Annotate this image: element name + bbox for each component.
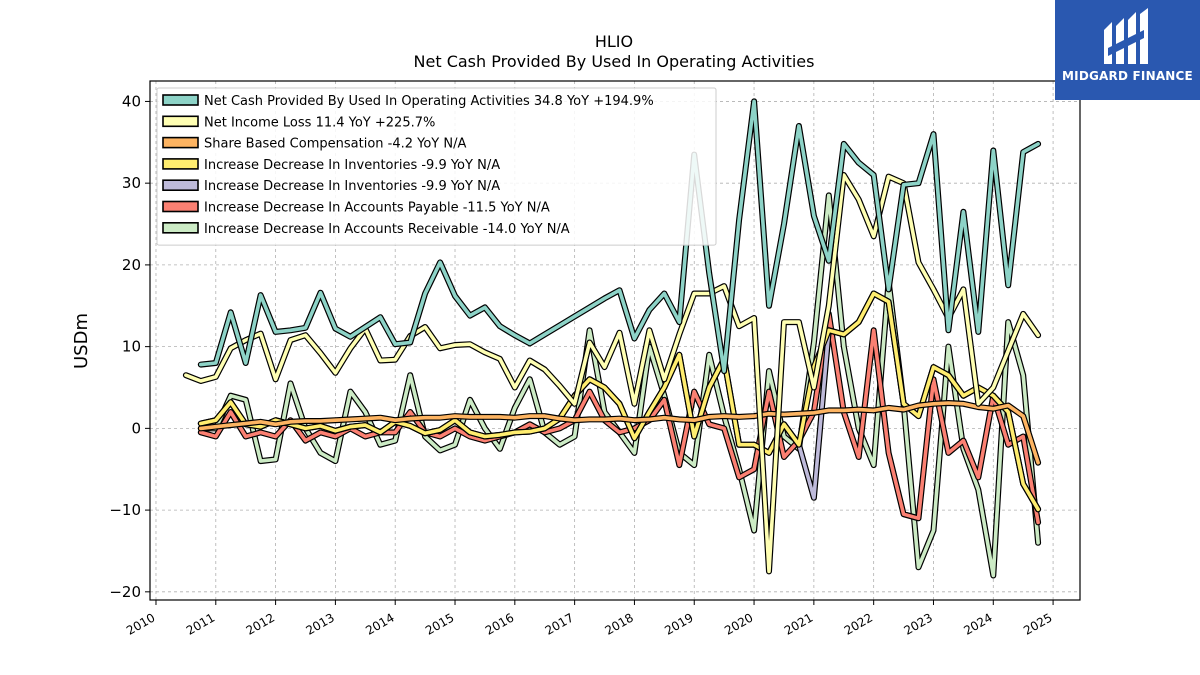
series-layer bbox=[182, 98, 1042, 579]
series-line-stroke bbox=[199, 99, 1040, 373]
logo-mark-icon bbox=[1104, 8, 1148, 64]
legend-swatch bbox=[162, 200, 199, 213]
legend-entry: Net Cash Provided By Used In Operating A… bbox=[204, 94, 654, 109]
chart-subtitle: Net Cash Provided By Used In Operating A… bbox=[414, 52, 815, 71]
y-axis-label: USDm bbox=[71, 313, 92, 369]
y-tick-label: −10 bbox=[109, 501, 141, 519]
series-line-stroke bbox=[184, 173, 1040, 574]
brand-name: MIDGARD FINANCE bbox=[1062, 69, 1193, 83]
series-line bbox=[197, 400, 1042, 466]
y-tick-label: 10 bbox=[122, 338, 141, 356]
x-tick-label: 2011 bbox=[184, 610, 217, 637]
x-tick-label: 2025 bbox=[1021, 610, 1054, 637]
y-tick-label: 0 bbox=[131, 419, 141, 437]
series-line-stroke bbox=[199, 312, 1040, 525]
legend-entry: Share Based Compensation -4.2 YoY N/A bbox=[204, 137, 466, 152]
x-tick-label: 2017 bbox=[543, 610, 576, 637]
y-tick-label: 30 bbox=[122, 174, 141, 192]
x-tick-label: 2018 bbox=[602, 610, 635, 637]
legend: Net Cash Provided By Used In Operating A… bbox=[156, 87, 717, 246]
legend-entry: Increase Decrease In Accounts Receivable… bbox=[204, 222, 570, 237]
x-tick-label: 2015 bbox=[423, 610, 456, 637]
y-tick-label: 20 bbox=[122, 256, 141, 274]
midgard-finance-logo: MIDGARD FINANCE bbox=[1055, 0, 1200, 100]
legend-swatch bbox=[162, 94, 199, 106]
series-line bbox=[182, 172, 1042, 575]
series-line bbox=[197, 98, 1042, 375]
legend-entry: Increase Decrease In Inventories -9.9 Yo… bbox=[204, 179, 500, 194]
series-line-stroke bbox=[199, 401, 1040, 465]
legend-entry: Increase Decrease In Inventories -9.9 Yo… bbox=[204, 158, 500, 173]
legend-swatch bbox=[162, 136, 199, 149]
x-tick-label: 2013 bbox=[303, 610, 336, 637]
y-tick-label: 40 bbox=[122, 92, 141, 110]
legend-swatch bbox=[162, 222, 199, 234]
legend-swatch bbox=[162, 158, 199, 170]
legend-swatch bbox=[162, 179, 199, 191]
plot-frame bbox=[149, 80, 1081, 601]
legend-swatch bbox=[162, 115, 199, 128]
legend-entry: Net Income Loss 11.4 YoY +225.7% bbox=[204, 115, 435, 130]
legend-box bbox=[156, 87, 717, 246]
series-line bbox=[197, 290, 1042, 513]
y-tick-label: −20 bbox=[109, 583, 141, 601]
chart-title: HLIO bbox=[595, 32, 633, 51]
series-line-stroke bbox=[199, 291, 1040, 512]
x-tick-label: 2012 bbox=[244, 610, 277, 637]
x-tick-label: 2022 bbox=[842, 610, 875, 637]
x-tick-label: 2021 bbox=[782, 610, 815, 637]
x-tick-label: 2023 bbox=[902, 610, 935, 637]
x-tick-label: 2010 bbox=[124, 610, 157, 637]
legend-entry: Increase Decrease In Accounts Payable -1… bbox=[204, 201, 550, 216]
x-tick-label: 2016 bbox=[483, 610, 516, 637]
x-tick-label: 2020 bbox=[722, 610, 755, 637]
x-tick-label: 2014 bbox=[363, 610, 396, 637]
x-tick-label: 2019 bbox=[662, 610, 695, 637]
series-line bbox=[197, 310, 1042, 526]
x-tick-label: 2024 bbox=[961, 610, 994, 637]
